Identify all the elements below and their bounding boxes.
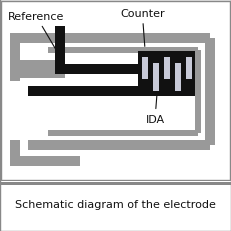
Bar [174, 64, 180, 92]
Text: Schematic diagram of the electrode: Schematic diagram of the electrode [15, 199, 216, 209]
Bar [138, 52, 195, 92]
Bar [138, 65, 195, 75]
Bar [185, 52, 191, 80]
Bar [152, 64, 158, 92]
Text: Counter: Counter [120, 9, 165, 47]
Bar [10, 34, 33, 44]
Bar [55, 27, 65, 70]
Bar [48, 131, 198, 137]
Bar [205, 39, 215, 146]
Bar [10, 156, 80, 166]
Bar [28, 87, 195, 97]
Bar [55, 65, 185, 75]
Text: Reference: Reference [8, 12, 64, 52]
Bar [164, 52, 170, 80]
Bar [28, 34, 210, 44]
Bar [195, 51, 201, 134]
Bar [48, 48, 198, 54]
Bar [28, 140, 210, 150]
Bar [20, 61, 65, 79]
Bar [10, 140, 20, 161]
Bar [10, 44, 20, 82]
Text: IDA: IDA [146, 85, 164, 125]
Bar [142, 52, 148, 80]
Bar [0, 182, 231, 185]
Bar [138, 52, 195, 58]
